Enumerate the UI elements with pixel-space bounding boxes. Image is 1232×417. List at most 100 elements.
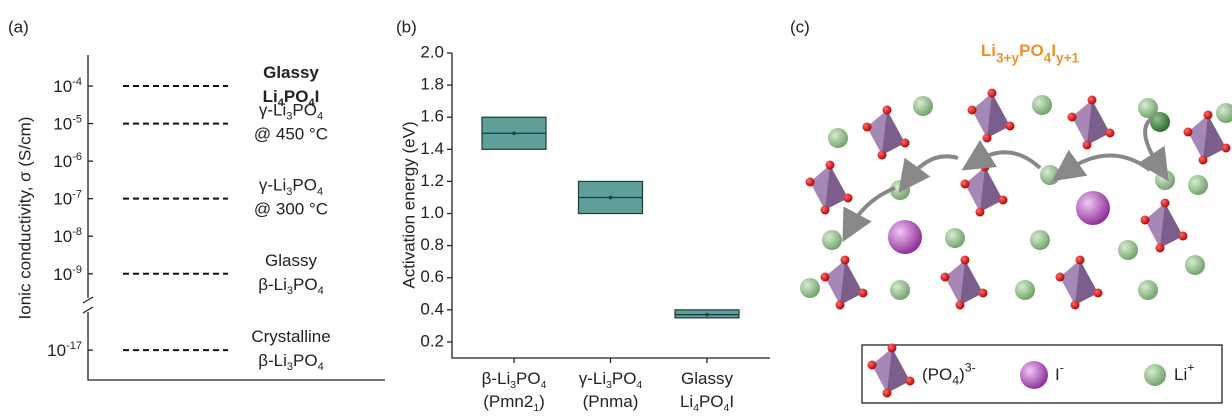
level-label: Crystalline xyxy=(251,328,330,347)
diagram-title-part: I xyxy=(1051,41,1056,60)
x-tick-label-part: I xyxy=(729,392,734,411)
level-label: Glassy xyxy=(265,251,317,270)
legend-iodide xyxy=(1020,361,1048,389)
y-tick-label: 0.8 xyxy=(420,235,444,254)
legend-label-part: ) xyxy=(959,365,965,384)
legend-label: I- xyxy=(1055,361,1064,385)
panel-label: (b) xyxy=(396,17,417,36)
y-tick-label: 1.2 xyxy=(420,171,444,190)
level-label-part: PO xyxy=(293,352,318,371)
level-label-part: β-Li xyxy=(258,352,287,371)
mean xyxy=(705,312,709,317)
x-tick-label-part: γ-Li xyxy=(579,369,606,388)
x-tick-label-part: β-Li xyxy=(482,369,511,388)
x-tick-label: Li4PO4I xyxy=(680,392,734,413)
hop-arrows xyxy=(842,116,1169,243)
level-label-part: @ 450 °C xyxy=(254,125,328,144)
axis-break xyxy=(82,296,94,314)
legend-li xyxy=(1144,364,1166,386)
level-label-part: I xyxy=(315,88,320,107)
x-tick-label-part: (Pmn2 xyxy=(483,392,533,411)
level-label-part: 4 xyxy=(317,186,323,198)
panel-label: (c) xyxy=(790,17,810,36)
level-label-part: PO xyxy=(284,88,309,107)
x-tick-label: (Pnma) xyxy=(583,392,639,411)
level-label: γ-Li3PO4 xyxy=(259,176,323,198)
level-label-part: 3 xyxy=(286,111,292,123)
x-tick-label-part: PO xyxy=(699,392,724,411)
y-tick-label: 10-9 xyxy=(53,264,82,285)
y-tick-label: 1.4 xyxy=(420,139,444,158)
legend-label-part: - xyxy=(1060,361,1064,375)
y-tick-label: 10-6 xyxy=(53,151,82,172)
y-tick-label: 1.8 xyxy=(420,75,444,94)
level-label-part: 4 xyxy=(317,111,323,123)
y-tick-label: 10-8 xyxy=(53,226,82,247)
legend-label: Li+ xyxy=(1174,361,1194,385)
mean xyxy=(512,131,516,136)
level-label-part: γ-Li xyxy=(259,101,286,120)
mean xyxy=(608,195,613,200)
diagram-title-part: PO xyxy=(1019,41,1044,60)
y-tick-label: 1.6 xyxy=(420,107,444,126)
li-ions xyxy=(800,95,1232,300)
x-tick-label-part: PO xyxy=(516,369,541,388)
level-label-part: PO xyxy=(292,176,317,195)
legend-label-part: (PO xyxy=(922,365,952,384)
level-label-part: 4 xyxy=(318,361,324,373)
x-tick-label-part: ) xyxy=(539,392,545,411)
level-label-part: 3 xyxy=(287,285,293,297)
x-tick-label-part: 3 xyxy=(510,380,516,391)
y-tick-label: 10-5 xyxy=(53,113,82,134)
level-label-part: Li xyxy=(263,88,278,107)
x-tick-label-part: 4 xyxy=(636,380,642,391)
x-tick-label-part: 4 xyxy=(541,380,547,391)
x-tick-label: (Pmn21) xyxy=(483,392,545,413)
level-label-part: Glassy xyxy=(265,251,317,270)
x-tick-label-part: 4 xyxy=(724,403,730,414)
y-tick-label: 10-7 xyxy=(53,189,82,210)
level-label-part: 4 xyxy=(278,97,285,109)
y-tick-label: 10-17 xyxy=(47,340,82,361)
level-label: β-Li3PO4 xyxy=(258,352,324,374)
level-label: Li4PO4I xyxy=(263,88,320,110)
structure-diagram xyxy=(800,88,1232,404)
legend-tetrahedron xyxy=(867,343,915,398)
diagram-title-part: y+1 xyxy=(1056,50,1080,65)
level-label-part: 4 xyxy=(308,97,315,109)
legend-label-part: 3- xyxy=(965,361,976,375)
legend-label-part: 4 xyxy=(952,374,959,388)
x-tick-label-part: 4 xyxy=(693,403,699,414)
legend-label-part: Li xyxy=(1174,365,1187,384)
legend-box xyxy=(861,344,1223,404)
level-label: γ-Li3PO4 xyxy=(259,101,323,123)
level-label-part: PO xyxy=(293,275,318,294)
level-label-part: 3 xyxy=(287,361,293,373)
x-tick-label: γ-Li3PO4 xyxy=(579,369,643,390)
y-tick-label: 0.6 xyxy=(420,267,444,286)
iodide-ions xyxy=(888,191,1110,254)
x-tick-label-part: 3 xyxy=(606,380,612,391)
level-label: @ 450 °C xyxy=(254,125,328,144)
x-tick-label: Glassy xyxy=(681,369,733,388)
y-tick-label: 0.2 xyxy=(420,331,444,350)
y-axis xyxy=(87,55,385,381)
x-tick-label-part: PO xyxy=(612,369,637,388)
level-label-part: @ 300 °C xyxy=(254,200,328,219)
legend-label-part: I xyxy=(1055,365,1060,384)
x-tick-label-part: 1 xyxy=(533,403,539,414)
y-axis-title: Ionic conductivity, σ (S/cm) xyxy=(15,117,34,320)
level-label-part: Crystalline xyxy=(251,328,330,347)
level-label-part: 4 xyxy=(318,285,324,297)
y-tick-label: 10-4 xyxy=(53,76,82,97)
y-axis-title: Activation energy (eV) xyxy=(399,121,418,288)
x-tick-label-part: Glassy xyxy=(681,369,733,388)
diagram-title-part: Li xyxy=(981,41,996,60)
panel-label: (a) xyxy=(8,17,29,36)
level-label-part: β-Li xyxy=(258,275,287,294)
diagram-title-part: 3+y xyxy=(996,50,1020,65)
level-label-part: Glassy xyxy=(263,64,319,83)
level-label: Glassy xyxy=(263,64,319,83)
y-tick-label: 2.0 xyxy=(420,42,444,61)
